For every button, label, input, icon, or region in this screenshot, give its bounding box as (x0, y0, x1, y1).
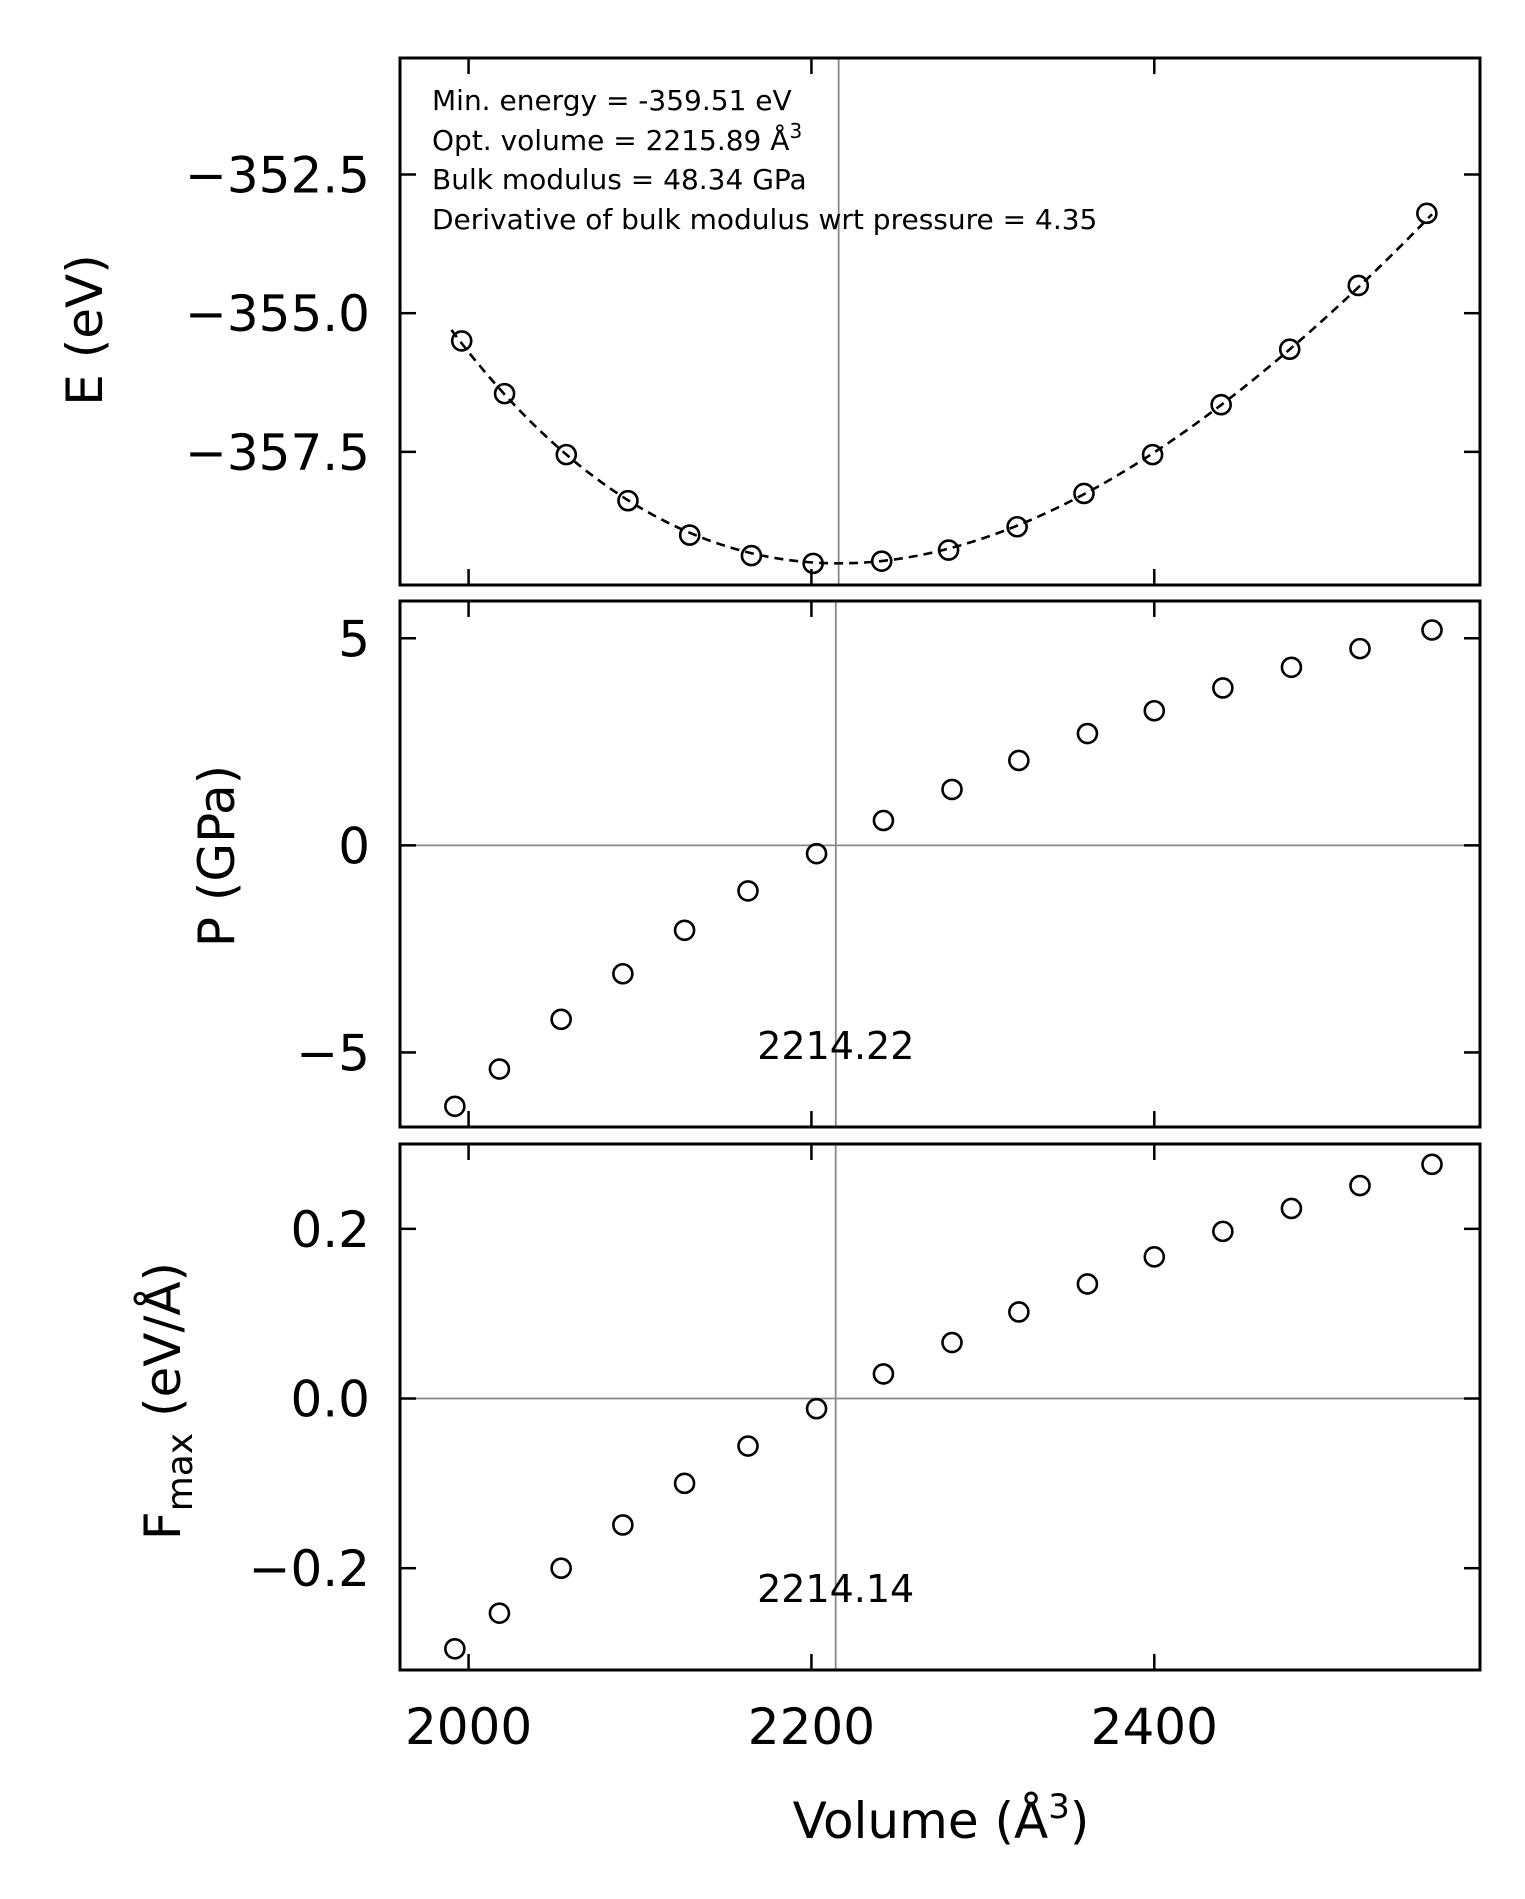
annotation-opt-volume-text: Opt. volume = 2215.89 Å (432, 123, 789, 157)
pressure-point-2 (550, 1008, 572, 1031)
energy-point-3 (617, 489, 639, 512)
force-axis-label-subscript: max (160, 1433, 201, 1511)
volume-axis-label: Volume (Å3) (793, 1787, 1090, 1850)
force-point-1 (488, 1602, 511, 1624)
ytick-label-0: 5 (338, 610, 370, 668)
force-axes-frame (398, 1142, 1482, 1672)
pressure-point-14 (1349, 637, 1371, 660)
energy-axes-frame (398, 56, 1482, 587)
xtick-label-2: 2400 (1091, 1698, 1218, 1756)
energy-point-10 (1073, 482, 1095, 505)
force-point-7 (872, 1363, 895, 1385)
ytick-label-1: 0.0 (290, 1371, 370, 1429)
annotation-opt-volume: Opt. volume = 2215.89 Å3 (432, 119, 802, 157)
pressure-root-label: 2214.22 (757, 1024, 914, 1068)
pressure-ticks (400, 601, 1480, 1127)
pressure-point-1 (488, 1058, 511, 1080)
energy-ticks (400, 58, 1480, 585)
eos-fit-group (450, 213, 1433, 565)
ytick-label-0: 0.2 (290, 1201, 370, 1259)
force-point-5 (737, 1435, 759, 1457)
ytick-label-1: −355.0 (185, 285, 370, 343)
energy-point-12 (1210, 393, 1232, 416)
volume-xtick-labels: 2000 2200 2400 (405, 1698, 1218, 1756)
force-point-0 (444, 1637, 466, 1660)
energy-point-11 (1141, 443, 1164, 466)
pressure-point-4 (673, 919, 696, 942)
pressure-point-6 (805, 842, 828, 865)
pressure-point-15 (1421, 619, 1443, 641)
force-point-8 (941, 1331, 963, 1354)
force-ticks (400, 1144, 1480, 1670)
pressure-ytick-labels: 5 0 −5 (296, 610, 370, 1082)
volume-axis-label-main: Volume (Å (793, 1792, 1049, 1850)
force-panel: 0.2 0.0 −0.2 2000 2200 2400 2214.14 Fmax (eV… (134, 1142, 1482, 1850)
energy-point-2 (555, 443, 578, 466)
pressure-point-12 (1212, 677, 1234, 699)
volume-axis-label-close: ) (1070, 1792, 1090, 1850)
pressure-point-11 (1143, 699, 1166, 722)
energy-point-0 (450, 330, 473, 352)
energy-point-1 (493, 382, 516, 405)
force-point-14 (1349, 1174, 1371, 1197)
energy-ytick-labels: −352.5 −355.0 −357.5 (185, 146, 370, 481)
pressure-point-10 (1076, 722, 1099, 745)
pressure-point-9 (1008, 749, 1030, 772)
ytick-label-1: 0 (338, 817, 370, 875)
pressure-point-7 (872, 809, 895, 832)
eos-fit-curve (450, 213, 1433, 565)
energy-panel: −352.5 −355.0 −357.5 Min. energy = -359.51… (56, 56, 1482, 587)
xtick-label-0: 2000 (405, 1698, 532, 1756)
force-point-6 (805, 1397, 828, 1420)
pressure-points (444, 619, 1443, 1118)
ytick-label-2: −5 (296, 1024, 370, 1082)
energy-point-7 (870, 550, 893, 572)
pressure-axes-frame (398, 599, 1482, 1129)
annotation-bulk-modulus-derivative: Derivative of bulk modulus wrt pressure … (432, 203, 1097, 236)
force-root-label: 2214.14 (757, 1567, 914, 1611)
energy-point-9 (1006, 515, 1028, 538)
energy-point-8 (937, 539, 960, 561)
annotation-bulk-modulus: Bulk modulus = 48.34 GPa (432, 163, 807, 196)
pressure-point-3 (612, 962, 634, 985)
force-point-12 (1212, 1220, 1234, 1243)
pressure-point-13 (1280, 656, 1303, 679)
force-axis-label-main: F (134, 1511, 192, 1540)
force-point-10 (1076, 1273, 1099, 1295)
force-point-3 (612, 1514, 634, 1536)
annotation-min-energy: Min. energy = -359.51 eV (432, 84, 792, 117)
pressure-panel: 5 0 −5 2214.22 P (GPa) (188, 599, 1482, 1129)
energy-point-4 (678, 524, 701, 546)
force-axis-label: Fmax (eV/Å) (134, 1262, 201, 1540)
pressure-point-8 (941, 778, 963, 801)
pressure-point-0 (444, 1095, 466, 1118)
energy-point-6 (802, 552, 824, 575)
force-point-11 (1143, 1246, 1166, 1268)
xtick-label-1: 2200 (748, 1698, 875, 1756)
ytick-label-0: −352.5 (185, 146, 370, 204)
energy-point-14 (1347, 274, 1370, 297)
energy-axis-label: E (eV) (56, 254, 114, 405)
force-point-4 (673, 1472, 696, 1495)
force-point-2 (550, 1557, 572, 1579)
energy-points (450, 202, 1438, 575)
energy-point-13 (1278, 338, 1301, 361)
force-points (444, 1153, 1443, 1660)
pressure-axis-label: P (GPa) (188, 765, 246, 947)
ytick-label-2: −0.2 (249, 1540, 370, 1598)
annotation-opt-volume-superscript: 3 (789, 119, 802, 143)
force-point-9 (1008, 1301, 1030, 1323)
energy-point-15 (1416, 202, 1438, 225)
ytick-label-2: −357.5 (185, 424, 370, 482)
volume-axis-label-superscript: 3 (1048, 1787, 1070, 1827)
force-point-15 (1421, 1153, 1443, 1176)
force-ytick-labels: 0.2 0.0 −0.2 (249, 1201, 370, 1598)
pressure-point-5 (737, 880, 759, 902)
energy-point-5 (740, 544, 763, 567)
force-point-13 (1280, 1197, 1303, 1220)
force-axis-label-unit: (eV/Å) (134, 1262, 192, 1433)
